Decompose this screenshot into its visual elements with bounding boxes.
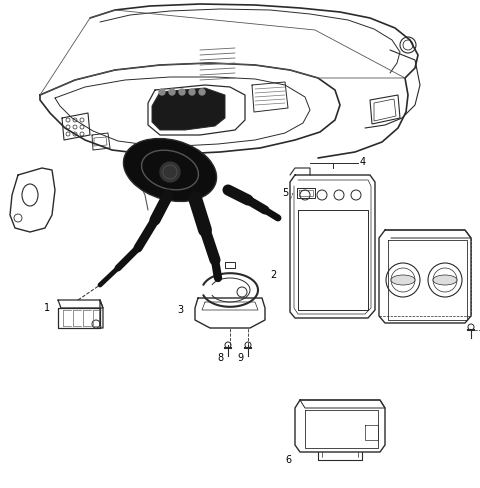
- Text: 9: 9: [237, 353, 243, 363]
- Ellipse shape: [391, 275, 415, 285]
- Text: 6: 6: [286, 455, 292, 465]
- Circle shape: [159, 89, 165, 95]
- Text: 5: 5: [282, 188, 288, 198]
- Text: 3: 3: [177, 305, 183, 315]
- Circle shape: [189, 89, 195, 95]
- Ellipse shape: [123, 139, 216, 202]
- Text: 7: 7: [479, 243, 480, 253]
- Polygon shape: [152, 88, 225, 130]
- Circle shape: [179, 89, 185, 95]
- Text: 1: 1: [44, 303, 50, 313]
- Ellipse shape: [433, 275, 457, 285]
- Circle shape: [199, 89, 205, 95]
- Circle shape: [169, 89, 175, 95]
- Circle shape: [160, 162, 180, 182]
- Text: 4: 4: [360, 157, 366, 167]
- Text: 8: 8: [217, 353, 223, 363]
- Text: 2: 2: [270, 270, 276, 280]
